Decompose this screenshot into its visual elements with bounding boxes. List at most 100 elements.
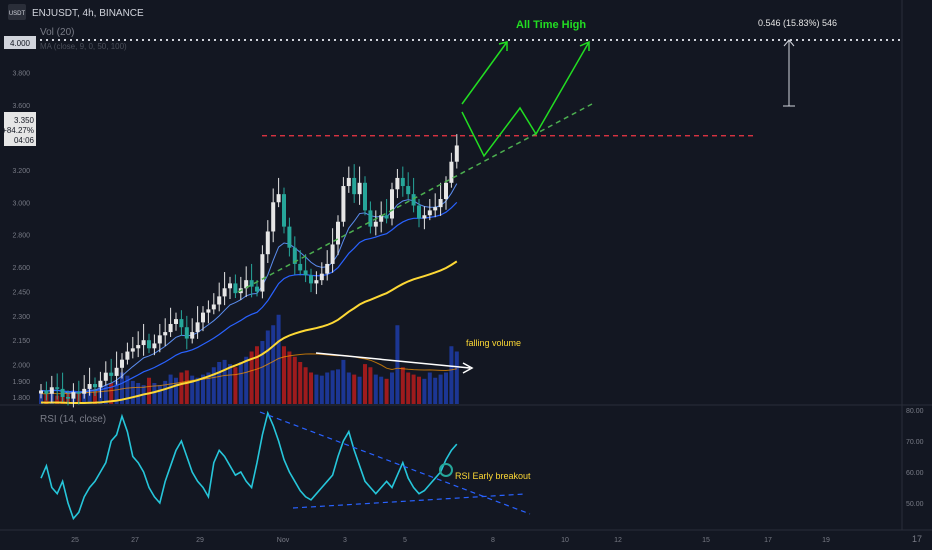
volume-bar: [422, 378, 427, 404]
candle-body: [168, 323, 173, 333]
price-tick-label: 1.900: [12, 379, 30, 386]
measure-label[interactable]: 0.546 (15.83%) 546: [758, 18, 837, 28]
ath-annotation[interactable]: All Time High: [516, 19, 586, 31]
volume-bar: [152, 383, 157, 404]
candle-body: [141, 340, 146, 346]
volume-bar: [309, 372, 313, 404]
volume-bar: [303, 367, 308, 404]
tradingview-logo[interactable]: 17: [912, 534, 922, 544]
volume-bar: [147, 377, 151, 404]
volume-bar: [228, 364, 232, 404]
candle-body: [422, 215, 427, 219]
rsi-tick-label: 80.00: [906, 408, 924, 415]
candle-body: [109, 372, 114, 376]
ath-arrow-2: [461, 41, 590, 158]
candle-body: [217, 296, 222, 305]
candle-body: [449, 161, 454, 183]
falling-volume-arrowhead: [462, 362, 474, 374]
volume-bar: [163, 380, 168, 404]
volume-bar: [206, 372, 211, 404]
current-price: 3.350: [14, 116, 35, 125]
time-axis[interactable]: 25 27 29 Nov 3 5 8 10 12 15 17 19: [71, 537, 830, 544]
candle-body: [395, 177, 400, 190]
ma-indicator-label[interactable]: MA (close, 9, 0, 50, 100): [40, 42, 127, 51]
candle-body: [244, 280, 249, 289]
candle-body: [341, 186, 346, 222]
time-tick-label: 19: [822, 537, 830, 544]
symbol-logo[interactable]: [8, 4, 26, 20]
candle-body: [303, 270, 308, 276]
volume-bar: [201, 374, 205, 404]
drawings: [40, 39, 902, 515]
time-tick-label: 8: [491, 537, 495, 544]
candle-body: [298, 263, 303, 271]
candle-body: [55, 387, 60, 389]
price-tick-label: 3.600: [12, 103, 30, 110]
volume-bar: [238, 362, 243, 404]
price-tick-label: 2.600: [12, 265, 30, 272]
volume-bar: [319, 375, 324, 404]
candle-body: [93, 384, 97, 388]
price-tick-label: 3.800: [12, 70, 30, 77]
falling-volume-arrow: [315, 352, 471, 369]
volume-bar: [125, 375, 130, 404]
volume-bar: [417, 376, 421, 404]
candle-body: [444, 182, 448, 200]
volume-bar: [287, 351, 292, 404]
rsi-indicator-label[interactable]: RSI (14, close): [40, 414, 106, 425]
price-tick-label: 2.300: [12, 314, 30, 321]
volume-bar: [174, 377, 178, 404]
volume-bar: [368, 367, 373, 404]
volume-bar: [330, 370, 335, 404]
rsi-tick-label: 50.00: [906, 501, 924, 508]
candle-body: [222, 288, 227, 297]
candle-body: [82, 388, 87, 394]
volume-bar: [282, 346, 286, 404]
candle-body: [282, 194, 286, 227]
candle-body: [417, 205, 421, 219]
time-tick-label: 5: [403, 537, 407, 544]
symbol-title[interactable]: ENJUSDT, 4h, BINANCE: [32, 8, 144, 19]
candle-body: [255, 286, 259, 292]
candle-body: [314, 280, 319, 284]
candle-body: [125, 351, 130, 360]
volume-bar: [114, 380, 119, 404]
candle-body: [276, 194, 281, 203]
volume-bar: [168, 374, 173, 404]
candle-body: [87, 384, 92, 389]
candle-body: [368, 210, 373, 227]
volume-bar: [271, 325, 276, 404]
volume-bar: [395, 325, 400, 404]
candle-body: [433, 207, 438, 211]
volume-bar: [406, 372, 411, 404]
volume-bar: [195, 377, 200, 404]
candle-body: [228, 283, 232, 289]
candle-body: [357, 182, 362, 195]
candle-body: [233, 283, 238, 294]
volume-bar: [352, 374, 357, 404]
candle-body: [136, 345, 141, 349]
candle-body: [114, 367, 119, 376]
volume-bar: [454, 351, 459, 404]
volume-bar: [103, 385, 108, 404]
volume-bar: [438, 374, 443, 404]
price-tick-label: 2.150: [12, 338, 30, 345]
time-tick-label: 25: [71, 537, 79, 544]
falling-volume-annotation[interactable]: falling volume: [466, 338, 521, 348]
candle-body: [352, 177, 357, 195]
current-price-badge: [4, 112, 36, 146]
volume-bar: [336, 369, 340, 404]
volume-bar: [157, 385, 162, 404]
time-tick-label: 29: [196, 537, 204, 544]
candle-body: [292, 247, 297, 264]
candle-body: [336, 221, 340, 245]
rsi-axis[interactable]: 80.00 70.00 60.00 50.00: [906, 408, 924, 508]
candle-body: [184, 327, 189, 339]
rsi-breakout-annotation[interactable]: RSI Early breakout: [455, 471, 531, 481]
volume-indicator-label[interactable]: Vol (20): [40, 27, 74, 38]
candle-body: [379, 215, 384, 222]
volume-bar: [411, 374, 416, 404]
ema-slow-line: [40, 201, 458, 393]
candle-body: [406, 186, 411, 195]
